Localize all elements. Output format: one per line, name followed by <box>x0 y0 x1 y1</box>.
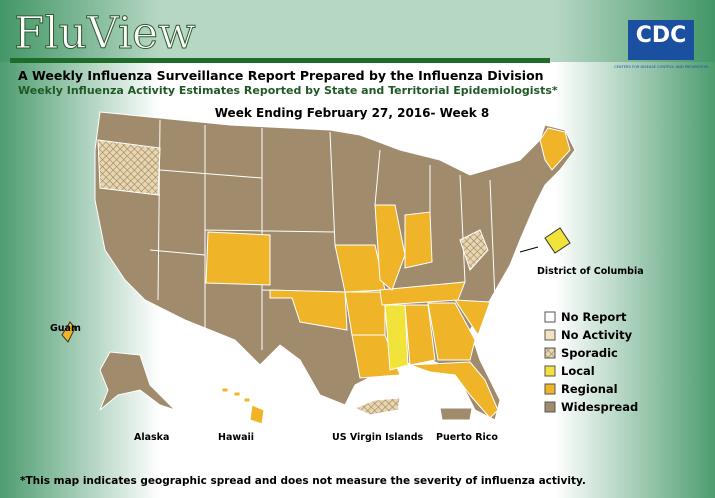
cdc-subtitle: CENTERS FOR DISEASE CONTROL AND PREVENTI… <box>614 65 708 69</box>
alaska <box>99 351 176 411</box>
oregon <box>97 139 161 196</box>
dc-inset <box>544 227 571 254</box>
hawaii <box>221 387 265 425</box>
subtitle-2: Weekly Influenza Activity Estimates Repo… <box>18 84 558 97</box>
illinois <box>374 204 406 291</box>
alaska-label: Alaska <box>134 432 169 443</box>
puerto-rico <box>439 407 473 421</box>
contiguous-us <box>94 111 576 421</box>
arkansas <box>344 291 386 336</box>
legend-label: No Report <box>561 310 627 324</box>
indiana <box>404 211 433 269</box>
tennessee <box>379 281 466 306</box>
bg-top <box>0 0 715 62</box>
cdc-logo <box>628 20 694 60</box>
dc-label: District of Columbia <box>537 266 644 277</box>
dc-pointer <box>519 246 539 253</box>
west-virginia <box>459 229 489 271</box>
legend-swatch <box>544 311 556 323</box>
guam <box>61 321 76 343</box>
colorado <box>205 231 271 286</box>
legend-swatch <box>544 365 556 377</box>
legend-label: Widespread <box>561 400 638 414</box>
cdc-logo-text: CDC <box>636 23 687 48</box>
georgia <box>427 302 476 361</box>
legend: No Report No Activity Sporadic Local Regiona… <box>544 310 638 414</box>
legend-label: Regional <box>561 382 618 396</box>
guam-label: Guam <box>50 323 81 334</box>
legend-swatch <box>544 383 556 395</box>
legend-label: Sporadic <box>561 346 618 360</box>
usvi <box>353 397 401 416</box>
pr-label: Puerto Rico <box>436 432 498 443</box>
subtitle-1: A Weekly Influenza Surveillance Report P… <box>18 68 544 83</box>
south-carolina <box>454 299 491 337</box>
bg-right <box>555 0 715 498</box>
footnote: *This map indicates geographic spread an… <box>20 475 586 487</box>
hawaii-label: Hawaii <box>218 432 254 443</box>
mississippi <box>384 304 409 371</box>
legend-swatch <box>544 329 556 341</box>
legend-swatch <box>544 401 556 413</box>
legend-label: No Activity <box>561 328 633 342</box>
florida <box>409 361 499 419</box>
week: Week Ending February 27, 2016- Week 8 <box>215 106 490 120</box>
usvi-label: US Virgin Islands <box>332 432 424 443</box>
alabama <box>404 304 436 366</box>
us-map <box>61 111 576 425</box>
legend-label: Local <box>561 364 595 378</box>
maine <box>539 127 571 171</box>
title: FluView <box>14 8 196 59</box>
legend-swatch <box>544 347 556 359</box>
title-bar <box>10 58 550 63</box>
